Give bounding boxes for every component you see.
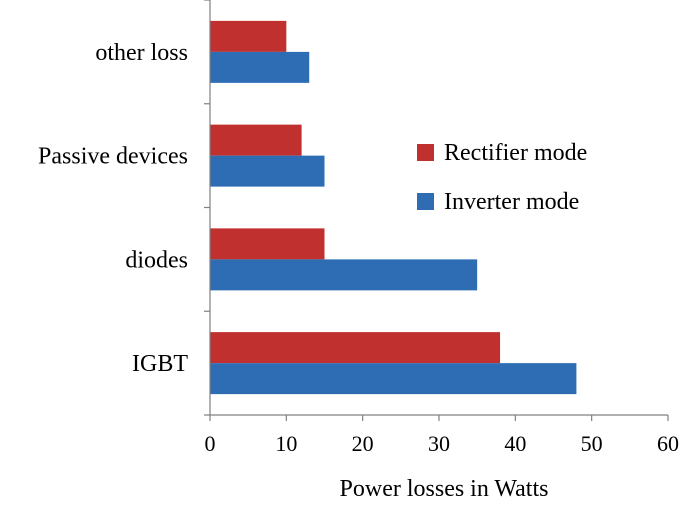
bar-rectifier-mode [210,124,302,156]
x-tick-label: 40 [504,431,526,456]
category-label: IGBT [132,351,188,377]
x-tick-label: 60 [657,431,679,456]
bar-rectifier-mode [210,332,501,364]
x-tick-label: 50 [581,431,603,456]
category-label: other loss [95,40,188,66]
legend-label: Rectifier mode [444,140,587,166]
category-label: diodes [125,247,188,273]
bar-rectifier-mode [210,20,287,52]
category-labels: other loss Passive devices diodes IGBT [38,40,188,377]
bar-inverter-mode [210,155,325,187]
legend-swatch [417,193,434,210]
legend-swatch [417,144,434,161]
x-tick-label: 10 [275,431,297,456]
bar-rectifier-mode [210,228,325,260]
bars-layer [210,20,577,395]
bar-inverter-mode [210,51,310,83]
bar-inverter-mode [210,363,577,395]
legend: Rectifier mode Inverter mode [417,140,587,215]
x-tick-label: 0 [205,431,216,456]
x-tick-label: 20 [352,431,374,456]
category-label: Passive devices [38,144,188,170]
x-axis-ticks [209,415,669,421]
y-axis-ticks [204,0,210,416]
x-axis-title: Power losses in Watts [340,476,549,502]
x-tick-label: 30 [428,431,450,456]
x-tick-labels: 0 10 20 30 40 50 60 [205,431,680,456]
legend-label: Inverter mode [444,189,579,215]
bar-inverter-mode [210,259,478,291]
